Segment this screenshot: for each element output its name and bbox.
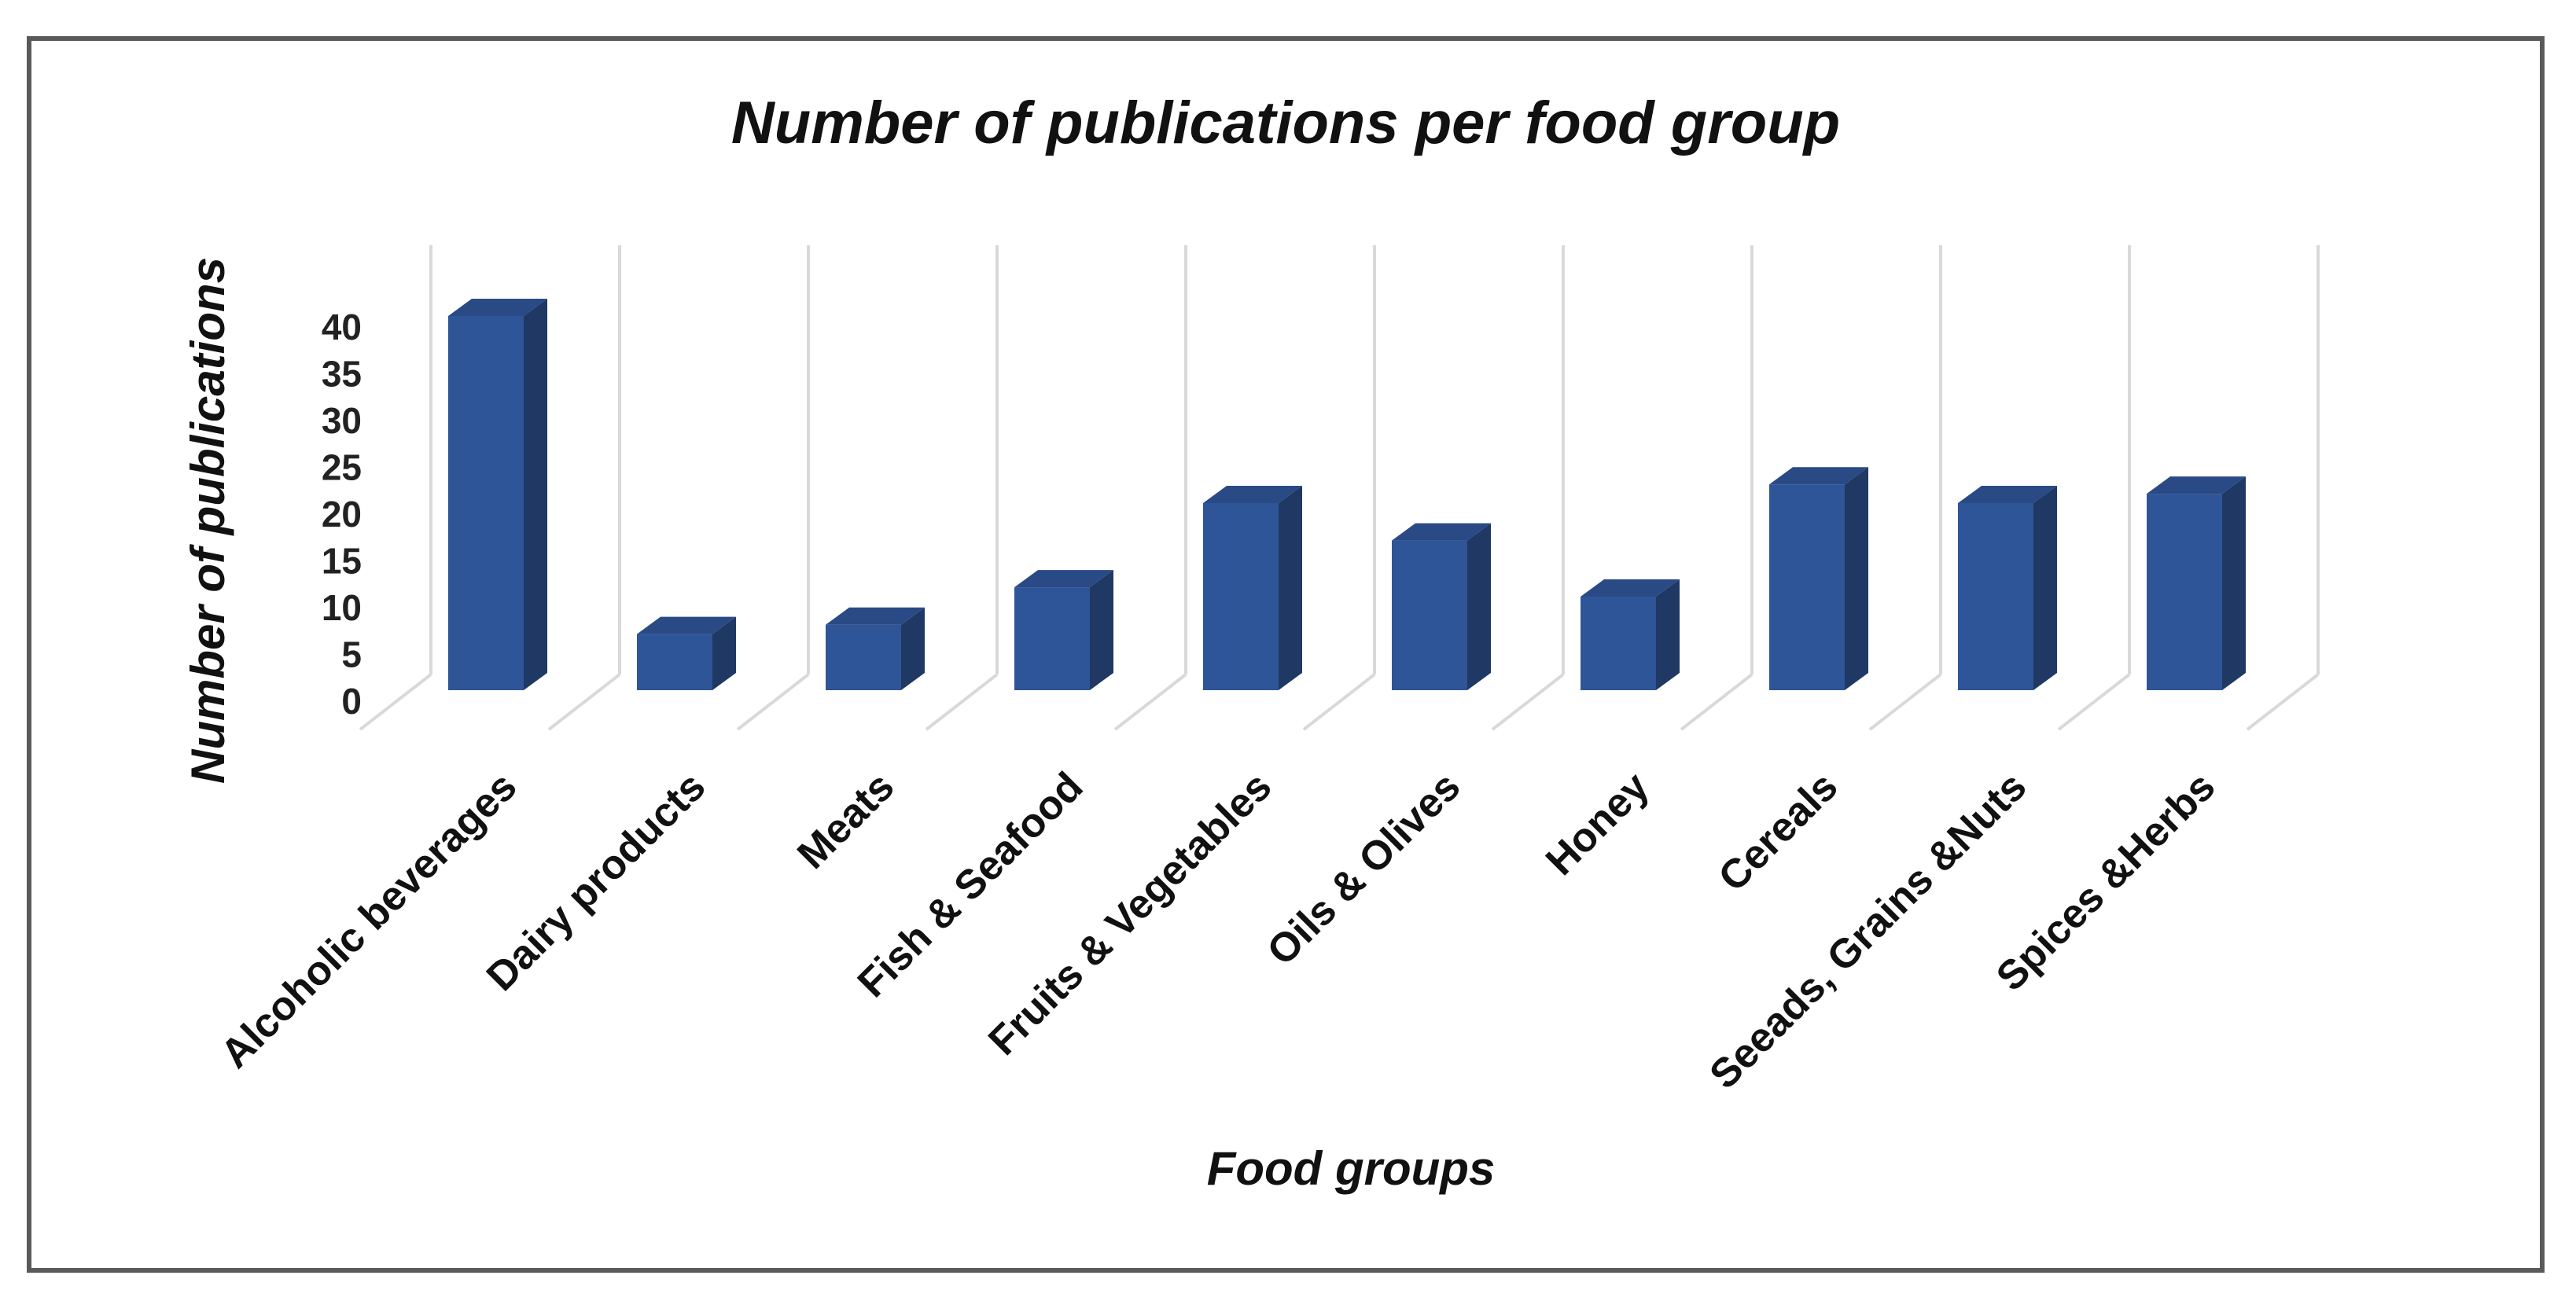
bar-side [1090,570,1113,690]
bar [826,607,925,690]
bar [1958,486,2057,690]
floor-line [736,673,810,731]
bar [2147,476,2246,690]
floor-line [1491,673,1565,731]
bar-top [826,607,925,625]
bar-front [1392,540,1467,690]
bar-front [1769,484,1845,690]
bar-top [1581,579,1680,597]
floor-line [2246,673,2320,731]
y-tick-label: 10 [322,587,362,628]
bar-front [826,624,901,690]
bar [1203,486,1302,690]
bar [448,299,547,690]
y-tick-label: 40 [322,307,362,347]
x-category-label: Seeads, Grains &Nuts [1701,763,2035,1097]
x-category-label: Honey [1537,763,1658,884]
x-axis-title: Food groups [1207,1142,1496,1195]
bar-chart: Number of publications per food group 0 5… [182,90,2320,1195]
bar-side [2033,486,2057,690]
floor-line [1302,673,1376,731]
bar-front [1958,503,2033,690]
bar-front [448,316,524,690]
bar-side [901,607,925,690]
bar-top [1958,486,2057,503]
vertical-gridlines [429,245,2320,674]
floor-line [1868,673,1942,731]
floor-line [1680,673,1754,731]
bar-front [1203,503,1279,690]
bar-side [1845,467,1868,690]
bar-side [2222,476,2246,690]
bar-side [712,616,736,690]
bars [448,299,2246,690]
bar-front [1014,587,1090,690]
bar [637,616,736,690]
bar-top [1203,486,1302,503]
bar-top [637,616,736,634]
bar-top [1392,523,1491,541]
bar-top [1769,467,1868,485]
y-tick-label: 20 [322,494,362,535]
x-category-label: Cereals [1710,763,1847,900]
bar-side [1279,486,1302,690]
bar-top [1014,570,1113,588]
bar-side [1467,523,1491,690]
bar-front [1581,597,1656,690]
chart-floor-lines [359,673,2320,731]
floor-line [1113,673,1187,731]
bar-top [448,299,547,316]
bar [1769,467,1868,690]
y-tick-label: 25 [322,447,362,488]
y-tick-label: 15 [322,541,362,582]
bar [1581,579,1680,690]
bar-top [2147,476,2246,494]
floor-line [925,673,999,731]
x-category-label: Meats [789,763,903,877]
bar-side [524,299,547,690]
y-tick-label: 35 [322,354,362,395]
bar-front [2147,494,2222,690]
y-axis-ticks: 0 5 10 15 20 25 30 35 40 [322,307,362,722]
bar [1392,523,1491,690]
bar [1014,570,1113,690]
bar-front [637,634,712,690]
y-tick-label: 0 [341,681,362,722]
y-tick-label: 5 [341,634,362,675]
floor-line [2057,673,2131,731]
chart-title: Number of publications per food group [731,90,1840,156]
chart-frame: Number of publications per food group 0 5… [27,36,2545,1273]
y-tick-label: 30 [322,400,362,441]
y-axis-title: Number of publications [182,257,234,784]
x-category-label: Oils & Olives [1259,763,1470,974]
floor-line [359,673,432,731]
floor-line [547,673,621,731]
bar-side [1656,579,1680,690]
x-category-label: Alcoholic beverages [212,763,526,1077]
